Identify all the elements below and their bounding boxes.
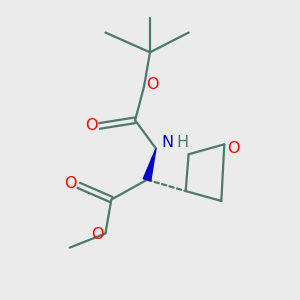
Polygon shape [143,148,156,181]
Text: O: O [146,77,159,92]
Text: O: O [64,176,76,191]
Text: O: O [85,118,98,133]
Text: O: O [228,141,240,156]
Text: H: H [176,135,188,150]
Text: O: O [91,227,103,242]
Text: N: N [161,135,173,150]
